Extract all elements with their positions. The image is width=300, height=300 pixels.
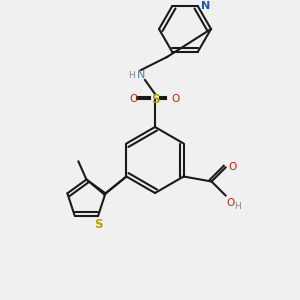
Text: H: H [128, 70, 135, 80]
Text: O: O [229, 161, 237, 172]
Text: H: H [235, 202, 241, 211]
Text: O: O [226, 197, 235, 208]
Text: O: O [172, 94, 180, 104]
Text: N: N [137, 70, 145, 80]
Text: O: O [129, 94, 137, 104]
Text: N: N [201, 2, 210, 11]
Text: S: S [94, 218, 102, 231]
Text: S: S [151, 92, 159, 106]
